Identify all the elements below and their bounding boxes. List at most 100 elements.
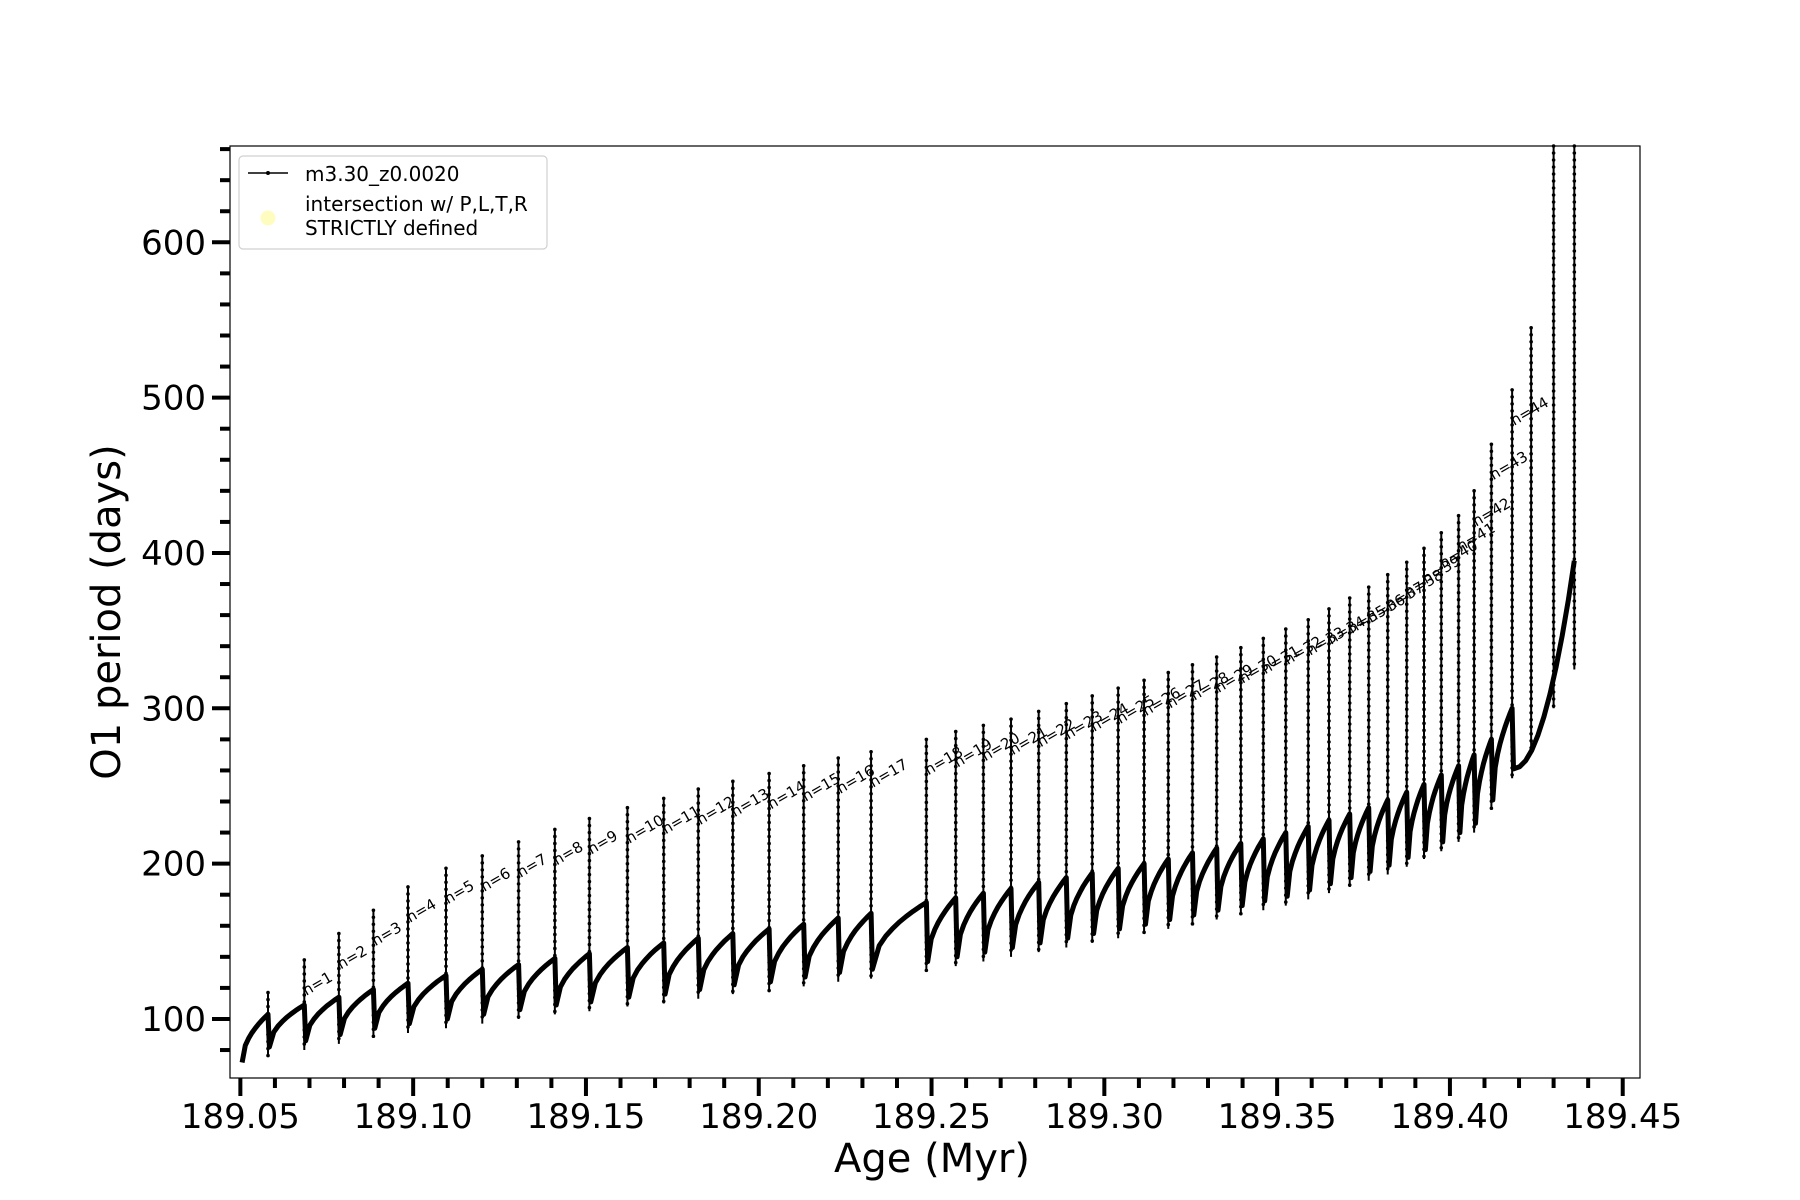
- spike-point: [1439, 677, 1444, 682]
- spike-point: [1456, 758, 1461, 763]
- spike-point: [981, 842, 986, 847]
- spike-point: [1190, 754, 1195, 758]
- spike-point: [696, 899, 701, 903]
- spike-point: [953, 897, 958, 902]
- spike-point: [981, 737, 986, 742]
- spike-point: [1551, 214, 1556, 218]
- spike-point: [1422, 854, 1426, 859]
- spike-point: [1306, 715, 1311, 720]
- spike-point: [1439, 712, 1444, 717]
- spike-point: [1283, 760, 1288, 764]
- spike-point: [1347, 848, 1352, 852]
- spike-point: [337, 1029, 341, 1034]
- spike-point: [371, 908, 376, 913]
- spike-point: [1422, 693, 1426, 698]
- spike-point: [1327, 754, 1331, 758]
- spike-point: [1529, 388, 1533, 393]
- spike-point: [444, 866, 448, 871]
- spike-point: [767, 953, 771, 958]
- spike-point: [1422, 840, 1426, 845]
- spike-point: [480, 924, 485, 928]
- spike-point: [981, 723, 986, 728]
- spike-point: [266, 1032, 270, 1037]
- spike-point: [1116, 826, 1120, 830]
- spike-point: [1261, 811, 1266, 816]
- spike-point: [1489, 736, 1494, 741]
- spike-point: [1551, 480, 1556, 484]
- spike-point: [1261, 783, 1266, 788]
- spike-point: [869, 890, 873, 894]
- spike-point: [1572, 445, 1577, 449]
- spike-point: [1261, 790, 1266, 795]
- spike-point: [767, 925, 771, 930]
- spike-point: [1385, 698, 1390, 703]
- spike-point: [1366, 620, 1371, 624]
- spike-point: [1366, 725, 1371, 729]
- spike-point: [1422, 728, 1426, 733]
- spike-point: [1439, 635, 1444, 640]
- spike-point: [1529, 654, 1533, 659]
- spike-point: [1239, 806, 1243, 811]
- spike-point: [1510, 661, 1514, 665]
- spike-point: [981, 786, 986, 791]
- spike-point: [1456, 807, 1461, 812]
- spike-point: [924, 765, 929, 770]
- spike-point: [1385, 572, 1390, 577]
- spike-point: [1064, 848, 1069, 853]
- spike-point: [1214, 893, 1219, 897]
- spike-point: [625, 861, 630, 866]
- spike-point: [1404, 861, 1409, 866]
- spike-point: [1166, 880, 1171, 885]
- spike-point: [924, 856, 929, 861]
- spike-point: [1261, 895, 1266, 900]
- spike-point: [836, 763, 841, 767]
- spike-point: [661, 859, 666, 864]
- spike-point: [1489, 547, 1494, 552]
- spike-point: [767, 834, 771, 839]
- spike-point: [1064, 876, 1069, 881]
- spike-point: [1327, 803, 1331, 807]
- spike-point: [1510, 556, 1514, 560]
- spike-point: [587, 998, 592, 1003]
- spike-point: [1064, 708, 1069, 713]
- spike-point: [1214, 802, 1219, 806]
- spike-point: [953, 904, 958, 909]
- spike-point: [1572, 193, 1577, 197]
- spike-point: [1090, 736, 1095, 740]
- spike-point: [1142, 755, 1146, 760]
- spike-point: [924, 933, 929, 938]
- spike-point: [1529, 325, 1533, 330]
- spike-point: [1551, 179, 1556, 183]
- spike-point: [1306, 617, 1311, 622]
- spike-point: [924, 800, 929, 805]
- spike-point: [1327, 677, 1331, 681]
- spike-point: [1090, 855, 1095, 859]
- spike-point: [1385, 796, 1390, 801]
- spike-point: [1009, 864, 1013, 868]
- spike-point: [1489, 659, 1494, 664]
- spike-point: [1283, 886, 1288, 890]
- spike-point: [1572, 389, 1577, 393]
- spike-point: [1404, 567, 1409, 572]
- spike-point: [553, 1002, 557, 1007]
- spike-point: [1166, 866, 1171, 871]
- spike-point: [767, 862, 771, 867]
- spike-point: [1385, 824, 1390, 829]
- spike-point: [1572, 312, 1577, 316]
- spike-point: [953, 813, 958, 818]
- spike-point: [1551, 501, 1556, 505]
- spike-point: [480, 931, 485, 935]
- spike-point: [587, 844, 592, 849]
- spike-point: [1572, 452, 1577, 456]
- spike-point: [1472, 545, 1476, 549]
- spike-point: [1214, 872, 1219, 876]
- spike-point: [696, 955, 701, 959]
- spike-point: [1239, 855, 1243, 860]
- spike-point: [625, 973, 630, 978]
- spike-point: [801, 798, 806, 803]
- spike-point: [767, 960, 771, 965]
- spike-point: [1385, 656, 1390, 661]
- spike-point: [1572, 382, 1577, 386]
- spike-point: [480, 896, 485, 900]
- spike-point: [1116, 742, 1120, 746]
